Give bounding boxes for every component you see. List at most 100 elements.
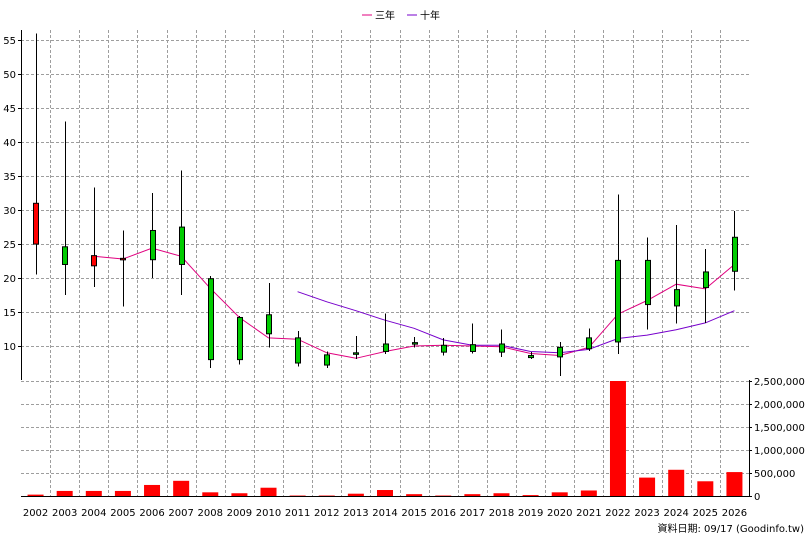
volume-tick-label: 2,500,000 bbox=[754, 377, 805, 388]
volume-bar bbox=[260, 487, 277, 496]
candle-body bbox=[470, 344, 476, 352]
price-tick-label: 20 bbox=[3, 274, 16, 285]
candle-body bbox=[499, 343, 505, 353]
volume-bar bbox=[85, 490, 102, 496]
volume-bar bbox=[435, 495, 452, 497]
year-tick-label: 2024 bbox=[663, 508, 688, 519]
price-tick-label: 35 bbox=[3, 172, 16, 183]
volume-bar bbox=[173, 480, 190, 496]
volume-tick-label: 0 bbox=[754, 492, 760, 503]
volume-bar bbox=[202, 492, 219, 496]
candle-body bbox=[324, 354, 330, 366]
candle-body bbox=[412, 342, 418, 345]
candle-body bbox=[703, 271, 709, 289]
candle-body bbox=[120, 257, 126, 261]
candle-body bbox=[91, 255, 97, 267]
year-tick-label: 2020 bbox=[547, 508, 572, 519]
candle-body bbox=[615, 259, 621, 343]
price-tick-label: 10 bbox=[3, 342, 16, 353]
year-tick-label: 2019 bbox=[518, 508, 543, 519]
volume-bar bbox=[289, 495, 306, 497]
candle-body bbox=[208, 278, 214, 361]
candle-body bbox=[441, 344, 447, 353]
volume-bar bbox=[493, 493, 510, 496]
year-tick-label: 2016 bbox=[431, 508, 456, 519]
volume-bar bbox=[522, 495, 539, 496]
year-tick-label: 2014 bbox=[372, 508, 397, 519]
volume-bar bbox=[464, 494, 481, 496]
candle-body bbox=[266, 314, 272, 335]
legend-label-3yr: 三年 bbox=[375, 9, 395, 22]
legend-label-10yr: 十年 bbox=[420, 9, 440, 22]
volume-bars bbox=[27, 381, 743, 497]
year-tick-label: 2002 bbox=[23, 508, 48, 519]
volume-tick-label: 2,000,000 bbox=[754, 400, 805, 411]
year-tick-label: 2021 bbox=[576, 508, 601, 519]
year-tick-label: 2004 bbox=[81, 508, 106, 519]
price-tick-label: 30 bbox=[3, 206, 16, 217]
price-tick-label: 45 bbox=[3, 104, 16, 115]
volume-bar bbox=[609, 381, 626, 496]
year-tick-label: 2008 bbox=[198, 508, 223, 519]
candle-body bbox=[150, 229, 156, 261]
candle-body bbox=[33, 202, 39, 245]
year-tick-label: 2018 bbox=[489, 508, 514, 519]
volume-bar bbox=[406, 494, 423, 496]
candle-body bbox=[295, 337, 301, 364]
volume-bar bbox=[347, 493, 364, 496]
year-tick-label: 2023 bbox=[634, 508, 659, 519]
candle-body bbox=[237, 316, 243, 361]
axes: 101520253035404550550500,0001,000,0001,5… bbox=[3, 30, 805, 519]
volume-bar bbox=[114, 490, 131, 496]
plot-background bbox=[21, 30, 749, 496]
volume-tick-label: 1,500,000 bbox=[754, 423, 805, 434]
grid bbox=[21, 30, 749, 496]
candle-body bbox=[528, 355, 534, 359]
year-tick-label: 2010 bbox=[256, 508, 281, 519]
candle-body bbox=[383, 343, 389, 352]
legend: 三年 十年 bbox=[362, 9, 440, 22]
candle-body bbox=[353, 352, 359, 355]
volume-bar bbox=[726, 472, 743, 496]
price-tick-label: 55 bbox=[3, 36, 16, 47]
price-tick-label: 25 bbox=[3, 240, 16, 251]
volume-tick-label: 1,000,000 bbox=[754, 446, 805, 457]
volume-bar bbox=[551, 492, 568, 496]
candle-body bbox=[557, 346, 563, 358]
price-tick-label: 40 bbox=[3, 138, 16, 149]
year-tick-label: 2025 bbox=[693, 508, 718, 519]
volume-bar bbox=[697, 481, 714, 496]
year-tick-label: 2013 bbox=[343, 508, 368, 519]
footer-note: 資料日期: 09/17 (Goodinfo.tw) bbox=[657, 522, 804, 535]
year-tick-label: 2003 bbox=[52, 508, 77, 519]
volume-bar bbox=[144, 484, 161, 496]
year-tick-label: 2006 bbox=[139, 508, 164, 519]
candle-body bbox=[732, 236, 738, 272]
price-tick-label: 15 bbox=[3, 308, 16, 319]
volume-bar bbox=[377, 490, 393, 496]
year-tick-label: 2009 bbox=[227, 508, 252, 519]
volume-bar bbox=[231, 493, 248, 496]
volume-bar bbox=[668, 469, 685, 496]
price-tick-label: 50 bbox=[3, 70, 16, 81]
candle-body bbox=[179, 226, 185, 265]
year-tick-label: 2015 bbox=[401, 508, 426, 519]
volume-tick-label: 500,000 bbox=[754, 469, 795, 480]
volume-bar bbox=[318, 495, 335, 497]
candlesticks bbox=[33, 33, 738, 376]
candle-body bbox=[586, 337, 592, 350]
year-tick-label: 2005 bbox=[110, 508, 135, 519]
volume-bar bbox=[580, 490, 597, 496]
year-tick-label: 2026 bbox=[722, 508, 747, 519]
candle-body bbox=[62, 246, 68, 265]
volume-bar bbox=[27, 494, 44, 496]
year-tick-label: 2011 bbox=[285, 508, 310, 519]
candle-body bbox=[674, 289, 680, 307]
year-tick-label: 2007 bbox=[168, 508, 193, 519]
volume-bar bbox=[639, 477, 656, 496]
candle-body bbox=[645, 259, 651, 306]
year-tick-label: 2017 bbox=[460, 508, 485, 519]
volume-bar bbox=[56, 490, 73, 496]
